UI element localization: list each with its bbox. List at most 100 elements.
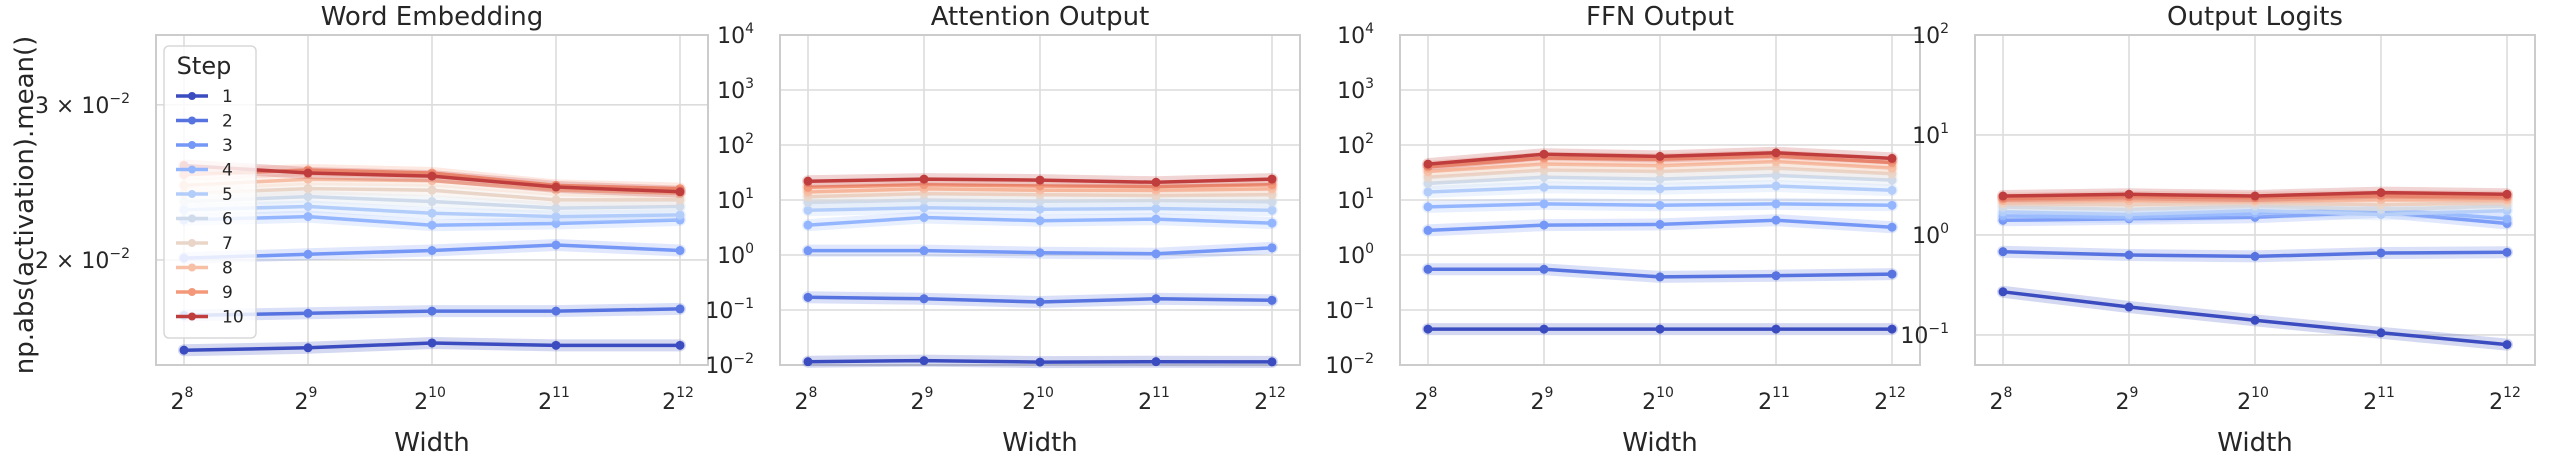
data-point [675,187,685,197]
data-point [1887,175,1897,185]
data-point [551,203,561,213]
panel-2: 10−2 10−1 100 101 102 103 104 28 29 210 211 212 Atte… [705,2,1301,458]
data-point [1035,248,1045,258]
data-point [551,195,561,205]
data-point [1151,249,1161,259]
y-tick-label: 103 [1337,76,1374,104]
y-tick-label: 10−1 [1325,296,1374,324]
data-point [303,168,313,178]
data-point [1655,272,1665,282]
data-point [427,171,437,181]
x-tick-label: 210 [2237,385,2269,415]
y-tick-label: 101 [1912,121,1949,149]
x-tick-label: 212 [2489,385,2521,415]
panel-3: 10−2 10−1 100 101 102 103 104 28 29 210 211 212 FFN … [1325,2,1921,458]
data-point [1887,200,1897,210]
x-tick-label: 211 [538,385,570,415]
data-point [1655,174,1665,184]
legend-label: 10 [222,308,244,328]
data-point [551,212,561,222]
data-point [1423,225,1433,235]
panel-title: Word Embedding [321,2,544,32]
data-point [1998,247,2008,257]
data-point [2124,302,2134,312]
data-point [919,195,929,205]
y-tick-label: 102 [1912,21,1949,49]
data-point [675,201,685,211]
data-point [1887,153,1897,163]
data-point [675,340,685,350]
data-point [1655,200,1665,210]
y-tick-label: 10−1 [1900,321,1949,349]
data-point [303,212,313,222]
data-point [303,192,313,202]
y-tick-label: 100 [1337,241,1374,269]
data-point [2124,189,2134,199]
data-point [1151,357,1161,367]
x-tick-label: 28 [171,385,194,415]
data-point [1423,202,1433,212]
data-point [551,182,561,192]
data-point [1035,357,1045,367]
data-point [1423,264,1433,274]
legend-label: 6 [222,210,233,230]
data-point [303,184,313,194]
legend-marker [188,288,196,296]
data-point [303,249,313,259]
data-point [1151,204,1161,214]
data-point [1423,187,1433,197]
plot-frame [155,34,709,366]
data-point [1655,219,1665,229]
legend-label: 2 [222,112,233,132]
data-point [303,308,313,318]
legend-marker [188,190,196,198]
legend-marker [188,116,196,125]
legend-label: 5 [222,185,233,205]
x-tick-label: 28 [1415,385,1438,415]
data-point [2376,188,2386,198]
panel-title: Output Logits [2167,2,2343,32]
x-tick-label: 28 [1990,385,2013,415]
data-point [1887,324,1897,334]
data-point [1267,218,1277,228]
legend-marker [188,214,196,223]
data-point [551,218,561,228]
legend-label: 7 [222,234,233,254]
x-tick-label: 212 [1874,385,1906,415]
data-point [1539,324,1549,334]
panel-4: 10−1 100 101 102 28 29 210 211 212 Output Logits W… [1900,2,2536,458]
data-point [427,220,437,230]
data-point [2502,214,2512,224]
x-tick-label: 29 [1531,385,1554,415]
data-point [1267,197,1277,207]
data-point [1539,149,1549,159]
data-point [803,182,813,192]
legend-marker [188,239,196,247]
legend-title: Step [177,52,232,80]
data-point [675,195,685,205]
legend-label: 4 [222,161,233,181]
data-point [1267,205,1277,215]
legend-label: 8 [222,259,233,279]
panel-title: FFN Output [1586,2,1734,32]
data-point [1771,148,1781,158]
legend-marker [188,165,196,174]
data-point [427,246,437,256]
data-point [1887,185,1897,195]
data-point [803,292,813,302]
x-tick-label: 211 [1758,385,1790,415]
data-point [427,306,437,316]
y-tick-label: 104 [1337,21,1374,49]
x-axis-label: Width [1622,428,1698,458]
data-point [303,201,313,211]
panel-title: Attention Output [931,2,1150,32]
data-point [1267,243,1277,253]
data-point [1655,184,1665,194]
legend-label: 1 [222,87,233,107]
legend-marker [188,92,196,100]
legend-marker [188,141,196,149]
data-point [919,294,929,304]
data-point [919,174,929,184]
data-point [303,174,313,184]
